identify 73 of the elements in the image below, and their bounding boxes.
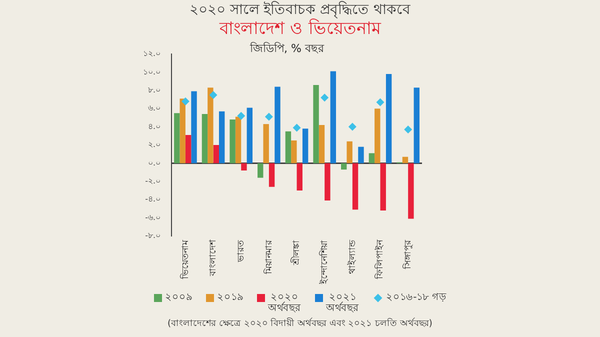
legend-label: ২০০৯: [165, 292, 192, 303]
bar: [285, 131, 292, 164]
bar: [313, 84, 319, 164]
y-tick-label: ৮.০: [148, 85, 161, 94]
y-tick-label: -২.০: [145, 176, 161, 186]
bar: [402, 156, 408, 164]
y-tick-label: -৮.০: [145, 231, 161, 240]
bar: [241, 163, 247, 170]
bar: [414, 88, 420, 164]
bar: [235, 116, 242, 164]
bar: [185, 134, 192, 164]
legend-label: ২০১৯: [217, 292, 244, 303]
x-tick-label: ভিয়েতনাম: [180, 239, 191, 280]
bar: [191, 91, 197, 164]
y-tick-label: ৬.০: [148, 104, 161, 113]
point: [348, 122, 356, 131]
text: (বাংলাদেশের ক্ষেত্রে ২০২০ বিদায়ী অর্থবছর এবং ২০২১ চলতি অর্থবছর): [166, 316, 434, 331]
legend-label: ২০২১ অর্থবছর: [326, 292, 360, 314]
bar: [324, 163, 330, 201]
bar: [202, 114, 208, 164]
y-tick-label: ০.০: [148, 158, 161, 168]
bar: [218, 111, 225, 164]
bar: [374, 108, 380, 164]
bar: [246, 108, 253, 164]
bar: [318, 124, 325, 164]
point: [209, 90, 218, 99]
bar: [296, 163, 302, 190]
chart-title: ২০২০ সালে ইতিবাচক প্রবৃদ্ধিতে থাকবে: [188, 2, 412, 18]
x-tick-label: ভারত: [236, 240, 246, 263]
point: [237, 112, 246, 120]
bar: [386, 74, 392, 164]
y-tick-label: -৬.০: [145, 212, 161, 222]
point: [181, 97, 190, 106]
x-tick-label: ফিলিপাইন: [374, 239, 386, 280]
bar: [230, 120, 236, 164]
x-tick-label: থাইল্যান্ড: [346, 239, 358, 274]
point: [404, 126, 412, 134]
point: [264, 112, 273, 121]
bar: [341, 163, 347, 170]
x-tick-label: সিঙ্গাপুর: [402, 239, 414, 270]
y-tick-label: ৪.০: [148, 122, 161, 131]
bar: [380, 163, 386, 211]
bar: [180, 98, 186, 164]
bar: [213, 145, 219, 164]
chart-subtitle: বাংলাদেশ ও ভিয়েতনাম: [218, 18, 382, 40]
y-tick-label: ২.০: [148, 140, 161, 150]
x-tick-label: বাংলাদেশ: [208, 239, 219, 277]
bar: [346, 141, 352, 164]
bar: [368, 153, 375, 164]
point: [320, 94, 329, 102]
x-tick-label: মিয়ানমার: [263, 239, 274, 275]
bar: [302, 128, 308, 164]
x-tick-label: শ্রীলঙ্কা: [290, 240, 302, 266]
x-tick-label: ইন্দোনেশিয়া: [318, 240, 330, 285]
y-tick-label: ১২.০: [142, 49, 161, 58]
y-tick-label: ১০.০: [142, 67, 161, 76]
bar: [330, 71, 336, 164]
y-axis-title: জিডিপি, % বছর: [250, 41, 324, 57]
legend-label: ২০২০ অর্থবছর: [268, 292, 302, 314]
point: [376, 98, 384, 106]
bar: [291, 140, 297, 164]
bar: [358, 146, 364, 164]
bar: [258, 163, 264, 178]
bar: [274, 86, 280, 164]
bar: [174, 113, 180, 164]
bar: [352, 163, 358, 210]
bar: [208, 88, 214, 164]
bar: [263, 124, 269, 164]
bar: [268, 163, 275, 187]
y-tick-label: -৪.০: [145, 194, 161, 204]
bar: [408, 163, 414, 219]
point: [292, 124, 301, 132]
legend-label: ২০১৬-১৮ গড়: [386, 292, 446, 303]
